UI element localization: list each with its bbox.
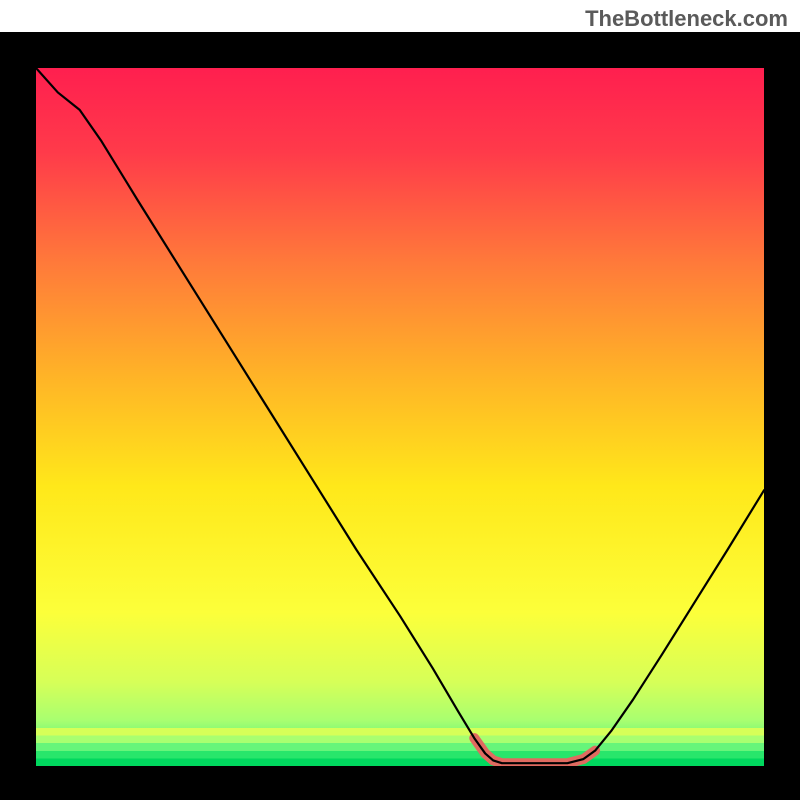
v-curve: [36, 68, 764, 763]
attribution-label: TheBottleneck.com: [585, 6, 788, 32]
curve-overlay: [36, 68, 764, 766]
chart-container: TheBottleneck.com: [0, 0, 800, 800]
plot-area: [36, 68, 764, 766]
